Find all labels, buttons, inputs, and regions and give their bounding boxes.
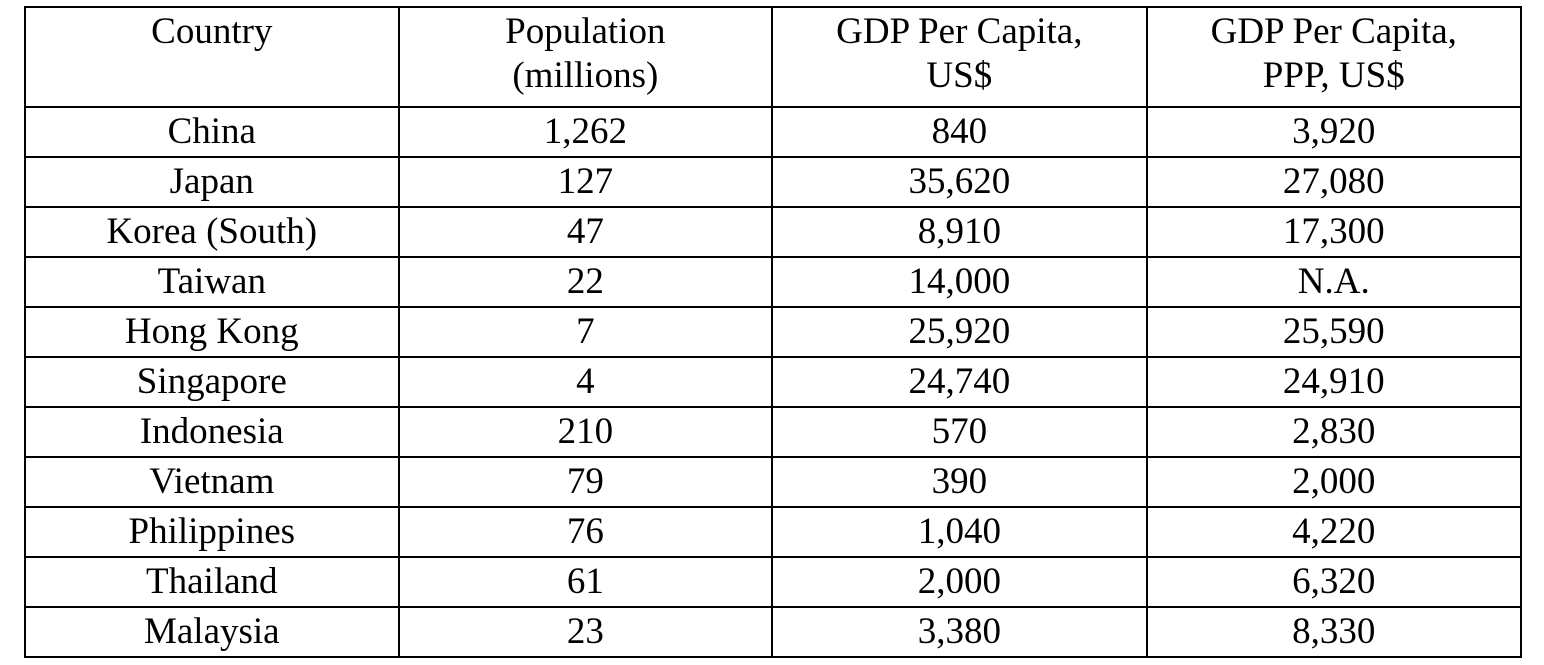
cell-gdp: 570 [771, 406, 1148, 458]
header-population-line2: (millions) [512, 55, 659, 96]
table-header: Country Population (millions) GDP Per Ca… [24, 6, 1523, 108]
cell-gdp-ppp: N.A. [1145, 256, 1523, 308]
header-gdp-line1: GDP Per Capita, [836, 11, 1083, 52]
table-body: China 1,262 840 3,920 Japan 127 35,620 2… [24, 106, 1523, 658]
header-population: Population (millions) [397, 6, 774, 108]
cell-gdp-ppp: 2,830 [1145, 406, 1523, 458]
cell-gdp-ppp: 4,220 [1145, 506, 1523, 558]
cell-population: 47 [397, 206, 774, 258]
cell-gdp-ppp: 8,330 [1145, 606, 1523, 658]
table-row: Vietnam 79 390 2,000 [24, 456, 1523, 508]
cell-country: Vietnam [24, 456, 400, 508]
table-row: China 1,262 840 3,920 [24, 106, 1523, 158]
cell-country: Hong Kong [24, 306, 400, 358]
table-row: Philippines 76 1,040 4,220 [24, 506, 1523, 558]
cell-gdp: 24,740 [771, 356, 1148, 408]
cell-population: 61 [397, 556, 774, 608]
cell-country: Thailand [24, 556, 400, 608]
table-row: Thailand 61 2,000 6,320 [24, 556, 1523, 608]
header-row: Country Population (millions) GDP Per Ca… [24, 6, 1523, 108]
cell-country: China [24, 106, 400, 158]
header-country: Country [24, 6, 400, 108]
cell-gdp-ppp: 6,320 [1145, 556, 1523, 608]
cell-population: 23 [397, 606, 774, 658]
cell-gdp: 14,000 [771, 256, 1148, 308]
cell-country: Singapore [24, 356, 400, 408]
cell-country: Korea (South) [24, 206, 400, 258]
cell-gdp: 1,040 [771, 506, 1148, 558]
header-gdp-line2: US$ [926, 55, 993, 96]
header-population-line1: Population [505, 11, 666, 52]
cell-gdp: 25,920 [771, 306, 1148, 358]
cell-country: Japan [24, 156, 400, 208]
cell-population: 4 [397, 356, 774, 408]
cell-population: 79 [397, 456, 774, 508]
cell-gdp: 8,910 [771, 206, 1148, 258]
table-row: Hong Kong 7 25,920 25,590 [24, 306, 1523, 358]
cell-gdp-ppp: 25,590 [1145, 306, 1523, 358]
cell-population: 22 [397, 256, 774, 308]
table-row: Malaysia 23 3,380 8,330 [24, 606, 1523, 658]
cell-gdp-ppp: 27,080 [1145, 156, 1523, 208]
header-country-line1: Country [151, 11, 273, 52]
cell-country: Taiwan [24, 256, 400, 308]
cell-population: 1,262 [397, 106, 774, 158]
cell-gdp: 3,380 [771, 606, 1148, 658]
table-row: Taiwan 22 14,000 N.A. [24, 256, 1523, 308]
table-row: Japan 127 35,620 27,080 [24, 156, 1523, 208]
cell-country: Malaysia [24, 606, 400, 658]
cell-gdp: 2,000 [771, 556, 1148, 608]
header-gdp-ppp-line2: PPP, US$ [1262, 55, 1405, 96]
cell-country: Indonesia [24, 406, 400, 458]
header-gdp-ppp-line1: GDP Per Capita, [1210, 11, 1457, 52]
table-row: Korea (South) 47 8,910 17,300 [24, 206, 1523, 258]
cell-population: 127 [397, 156, 774, 208]
cell-country: Philippines [24, 506, 400, 558]
cell-gdp-ppp: 24,910 [1145, 356, 1523, 408]
cell-gdp: 390 [771, 456, 1148, 508]
cell-gdp: 35,620 [771, 156, 1148, 208]
table-row: Indonesia 210 570 2,830 [24, 406, 1523, 458]
cell-population: 76 [397, 506, 774, 558]
cell-gdp-ppp: 17,300 [1145, 206, 1523, 258]
cell-population: 210 [397, 406, 774, 458]
country-economic-table: Country Population (millions) GDP Per Ca… [24, 6, 1523, 658]
cell-gdp: 840 [771, 106, 1148, 158]
cell-population: 7 [397, 306, 774, 358]
cell-gdp-ppp: 3,920 [1145, 106, 1523, 158]
cell-gdp-ppp: 2,000 [1145, 456, 1523, 508]
header-gdp-per-capita-ppp: GDP Per Capita, PPP, US$ [1145, 6, 1523, 108]
table-row: Singapore 4 24,740 24,910 [24, 356, 1523, 408]
header-gdp-per-capita: GDP Per Capita, US$ [771, 6, 1148, 108]
